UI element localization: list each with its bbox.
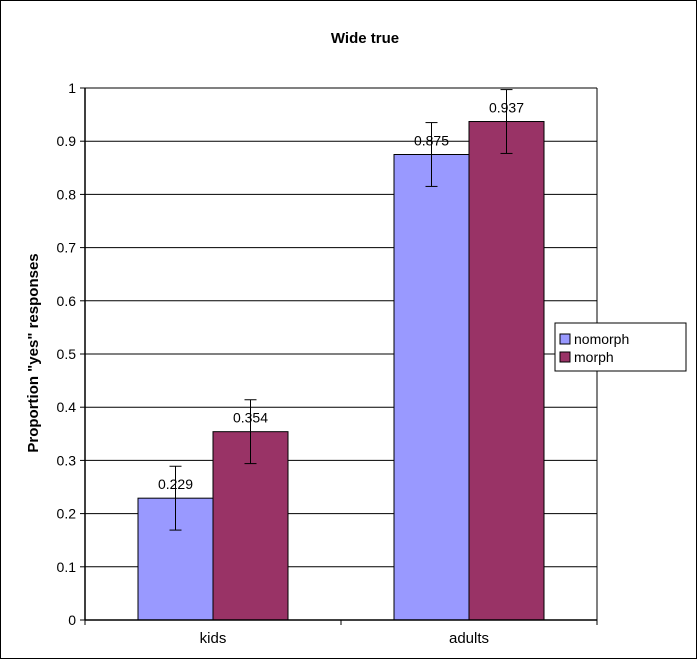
legend-label-morph: morph: [574, 349, 614, 365]
legend-swatch-morph: [559, 351, 571, 363]
data-label: 0.875: [414, 133, 449, 149]
chart-title: Wide true: [331, 30, 399, 47]
y-tick-label: 0.8: [57, 186, 77, 202]
y-tick-label: 0: [68, 612, 76, 628]
data-label: 0.354: [233, 410, 268, 426]
y-tick-label: 0.6: [57, 293, 77, 309]
error-bars: [169, 89, 513, 531]
x-tick-labels: kids adults: [200, 630, 489, 647]
y-tick-label: 0.9: [57, 133, 77, 149]
y-tick-label: 0.7: [57, 240, 77, 256]
y-axis-label: Proportion "yes" responses: [25, 253, 42, 452]
y-tick-label: 0.3: [57, 452, 77, 468]
data-label: 0.229: [158, 476, 193, 492]
x-tick-label: kids: [200, 630, 227, 647]
y-tick-label: 0.2: [57, 506, 77, 522]
y-tick-label: 1: [68, 80, 76, 96]
legend-box: [554, 322, 687, 372]
y-tick-labels: 0 0.1 0.2 0.3 0.4 0.5 0.6 0.7 0.8 0.9 1: [57, 80, 77, 628]
data-label: 0.937: [489, 100, 524, 116]
data-labels: 0.229 0.354 0.875 0.937: [158, 100, 524, 493]
y-tick-label: 0.5: [57, 346, 77, 362]
legend-label-nomorph: nomorph: [574, 331, 629, 347]
y-tick-label: 0.4: [57, 399, 77, 415]
y-tick-label: 0.1: [57, 559, 77, 575]
x-tick-label: adults: [449, 630, 489, 647]
bar-morph-adults: [468, 121, 545, 621]
legend: nomorph morph: [554, 322, 687, 372]
legend-swatch-nomorph: [559, 333, 571, 345]
bars: [137, 121, 545, 621]
bar-nomorph-adults: [393, 154, 470, 621]
